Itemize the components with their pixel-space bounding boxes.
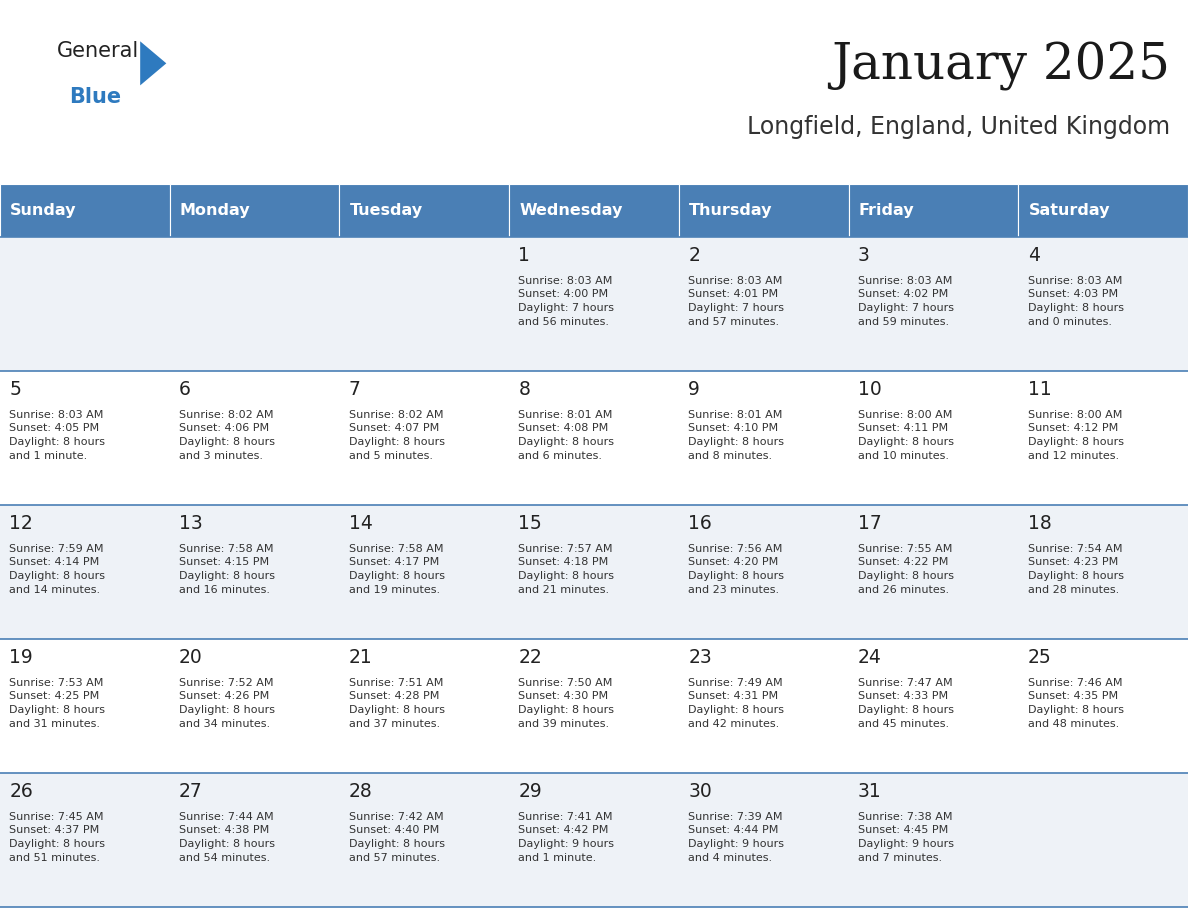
Bar (0, 184, 170, 237)
Text: Sunrise: 7:44 AM
Sunset: 4:38 PM
Daylight: 8 hours
and 54 minutes.: Sunrise: 7:44 AM Sunset: 4:38 PM Dayligh… (179, 812, 276, 863)
Bar (0, 371, 1188, 505)
Text: Sunrise: 8:03 AM
Sunset: 4:02 PM
Daylight: 7 hours
and 59 minutes.: Sunrise: 8:03 AM Sunset: 4:02 PM Dayligh… (858, 275, 954, 327)
Bar (0, 773, 1188, 907)
Text: Sunrise: 8:00 AM
Sunset: 4:12 PM
Daylight: 8 hours
and 12 minutes.: Sunrise: 8:00 AM Sunset: 4:12 PM Dayligh… (1028, 409, 1124, 461)
Bar (1018, 184, 1188, 237)
Text: 12: 12 (10, 514, 33, 533)
Text: 18: 18 (1028, 514, 1051, 533)
Text: General: General (57, 41, 139, 62)
Text: 25: 25 (1028, 648, 1051, 667)
Text: Monday: Monday (179, 203, 251, 218)
Text: 26: 26 (10, 782, 33, 801)
Text: Sunrise: 7:46 AM
Sunset: 4:35 PM
Daylight: 8 hours
and 48 minutes.: Sunrise: 7:46 AM Sunset: 4:35 PM Dayligh… (1028, 677, 1124, 729)
Text: 7: 7 (349, 380, 361, 399)
Text: 20: 20 (179, 648, 203, 667)
Text: 16: 16 (688, 514, 712, 533)
Text: 10: 10 (858, 380, 881, 399)
Text: Sunrise: 7:53 AM
Sunset: 4:25 PM
Daylight: 8 hours
and 31 minutes.: Sunrise: 7:53 AM Sunset: 4:25 PM Dayligh… (10, 677, 106, 729)
Text: Sunrise: 7:56 AM
Sunset: 4:20 PM
Daylight: 8 hours
and 23 minutes.: Sunrise: 7:56 AM Sunset: 4:20 PM Dayligh… (688, 543, 784, 595)
Text: Sunrise: 8:02 AM
Sunset: 4:06 PM
Daylight: 8 hours
and 3 minutes.: Sunrise: 8:02 AM Sunset: 4:06 PM Dayligh… (179, 409, 276, 461)
Bar (0, 237, 1188, 371)
Text: 9: 9 (688, 380, 700, 399)
Text: 30: 30 (688, 782, 712, 801)
Text: 15: 15 (518, 514, 542, 533)
Text: Sunrise: 8:00 AM
Sunset: 4:11 PM
Daylight: 8 hours
and 10 minutes.: Sunrise: 8:00 AM Sunset: 4:11 PM Dayligh… (858, 409, 954, 461)
Text: 5: 5 (10, 380, 21, 399)
Text: 1: 1 (518, 246, 530, 265)
Text: 28: 28 (349, 782, 373, 801)
Text: 8: 8 (518, 380, 530, 399)
Polygon shape (140, 41, 166, 85)
Text: 14: 14 (349, 514, 373, 533)
Bar (0, 639, 1188, 773)
Text: 17: 17 (858, 514, 881, 533)
Text: 27: 27 (179, 782, 203, 801)
Text: Friday: Friday (859, 203, 915, 218)
Bar (170, 184, 340, 237)
Text: 2: 2 (688, 246, 700, 265)
Text: 11: 11 (1028, 380, 1051, 399)
Text: Blue: Blue (69, 87, 121, 107)
Text: January 2025: January 2025 (832, 41, 1170, 91)
Text: 21: 21 (349, 648, 373, 667)
Text: Sunrise: 7:52 AM
Sunset: 4:26 PM
Daylight: 8 hours
and 34 minutes.: Sunrise: 7:52 AM Sunset: 4:26 PM Dayligh… (179, 677, 276, 729)
Text: Sunrise: 7:47 AM
Sunset: 4:33 PM
Daylight: 8 hours
and 45 minutes.: Sunrise: 7:47 AM Sunset: 4:33 PM Dayligh… (858, 677, 954, 729)
Text: 4: 4 (1028, 246, 1040, 265)
Text: Sunrise: 8:03 AM
Sunset: 4:00 PM
Daylight: 7 hours
and 56 minutes.: Sunrise: 8:03 AM Sunset: 4:00 PM Dayligh… (518, 275, 614, 327)
Text: Sunrise: 8:03 AM
Sunset: 4:03 PM
Daylight: 8 hours
and 0 minutes.: Sunrise: 8:03 AM Sunset: 4:03 PM Dayligh… (1028, 275, 1124, 327)
Text: Tuesday: Tuesday (349, 203, 423, 218)
Text: Sunrise: 7:58 AM
Sunset: 4:15 PM
Daylight: 8 hours
and 16 minutes.: Sunrise: 7:58 AM Sunset: 4:15 PM Dayligh… (179, 543, 276, 595)
Text: Sunrise: 8:02 AM
Sunset: 4:07 PM
Daylight: 8 hours
and 5 minutes.: Sunrise: 8:02 AM Sunset: 4:07 PM Dayligh… (349, 409, 444, 461)
Text: Sunrise: 7:39 AM
Sunset: 4:44 PM
Daylight: 9 hours
and 4 minutes.: Sunrise: 7:39 AM Sunset: 4:44 PM Dayligh… (688, 812, 784, 863)
Bar (678, 184, 848, 237)
Text: Sunday: Sunday (11, 203, 77, 218)
Bar (848, 184, 1018, 237)
Bar (340, 184, 510, 237)
Text: 3: 3 (858, 246, 870, 265)
Text: 6: 6 (179, 380, 191, 399)
Text: 31: 31 (858, 782, 881, 801)
Text: Sunrise: 7:49 AM
Sunset: 4:31 PM
Daylight: 8 hours
and 42 minutes.: Sunrise: 7:49 AM Sunset: 4:31 PM Dayligh… (688, 677, 784, 729)
Text: Sunrise: 7:54 AM
Sunset: 4:23 PM
Daylight: 8 hours
and 28 minutes.: Sunrise: 7:54 AM Sunset: 4:23 PM Dayligh… (1028, 543, 1124, 595)
Text: Wednesday: Wednesday (519, 203, 623, 218)
Text: Sunrise: 7:42 AM
Sunset: 4:40 PM
Daylight: 8 hours
and 57 minutes.: Sunrise: 7:42 AM Sunset: 4:40 PM Dayligh… (349, 812, 444, 863)
Text: Thursday: Thursday (689, 203, 772, 218)
Text: Sunrise: 7:50 AM
Sunset: 4:30 PM
Daylight: 8 hours
and 39 minutes.: Sunrise: 7:50 AM Sunset: 4:30 PM Dayligh… (518, 677, 614, 729)
Text: Sunrise: 7:55 AM
Sunset: 4:22 PM
Daylight: 8 hours
and 26 minutes.: Sunrise: 7:55 AM Sunset: 4:22 PM Dayligh… (858, 543, 954, 595)
Text: 13: 13 (179, 514, 203, 533)
Text: Sunrise: 7:58 AM
Sunset: 4:17 PM
Daylight: 8 hours
and 19 minutes.: Sunrise: 7:58 AM Sunset: 4:17 PM Dayligh… (349, 543, 444, 595)
Text: Sunrise: 8:03 AM
Sunset: 4:01 PM
Daylight: 7 hours
and 57 minutes.: Sunrise: 8:03 AM Sunset: 4:01 PM Dayligh… (688, 275, 784, 327)
Bar (0, 505, 1188, 639)
Text: 22: 22 (518, 648, 542, 667)
Bar (510, 184, 678, 237)
Text: 23: 23 (688, 648, 712, 667)
Text: Sunrise: 7:41 AM
Sunset: 4:42 PM
Daylight: 9 hours
and 1 minute.: Sunrise: 7:41 AM Sunset: 4:42 PM Dayligh… (518, 812, 614, 863)
Text: Longfield, England, United Kingdom: Longfield, England, United Kingdom (747, 115, 1170, 139)
Text: Sunrise: 7:51 AM
Sunset: 4:28 PM
Daylight: 8 hours
and 37 minutes.: Sunrise: 7:51 AM Sunset: 4:28 PM Dayligh… (349, 677, 444, 729)
Text: Saturday: Saturday (1029, 203, 1110, 218)
Text: Sunrise: 8:03 AM
Sunset: 4:05 PM
Daylight: 8 hours
and 1 minute.: Sunrise: 8:03 AM Sunset: 4:05 PM Dayligh… (10, 409, 106, 461)
Text: Sunrise: 7:38 AM
Sunset: 4:45 PM
Daylight: 9 hours
and 7 minutes.: Sunrise: 7:38 AM Sunset: 4:45 PM Dayligh… (858, 812, 954, 863)
Text: Sunrise: 7:45 AM
Sunset: 4:37 PM
Daylight: 8 hours
and 51 minutes.: Sunrise: 7:45 AM Sunset: 4:37 PM Dayligh… (10, 812, 106, 863)
Text: Sunrise: 8:01 AM
Sunset: 4:08 PM
Daylight: 8 hours
and 6 minutes.: Sunrise: 8:01 AM Sunset: 4:08 PM Dayligh… (518, 409, 614, 461)
Text: 19: 19 (10, 648, 33, 667)
Text: 29: 29 (518, 782, 542, 801)
Text: Sunrise: 7:57 AM
Sunset: 4:18 PM
Daylight: 8 hours
and 21 minutes.: Sunrise: 7:57 AM Sunset: 4:18 PM Dayligh… (518, 543, 614, 595)
Text: Sunrise: 7:59 AM
Sunset: 4:14 PM
Daylight: 8 hours
and 14 minutes.: Sunrise: 7:59 AM Sunset: 4:14 PM Dayligh… (10, 543, 106, 595)
Text: 24: 24 (858, 648, 881, 667)
Text: Sunrise: 8:01 AM
Sunset: 4:10 PM
Daylight: 8 hours
and 8 minutes.: Sunrise: 8:01 AM Sunset: 4:10 PM Dayligh… (688, 409, 784, 461)
